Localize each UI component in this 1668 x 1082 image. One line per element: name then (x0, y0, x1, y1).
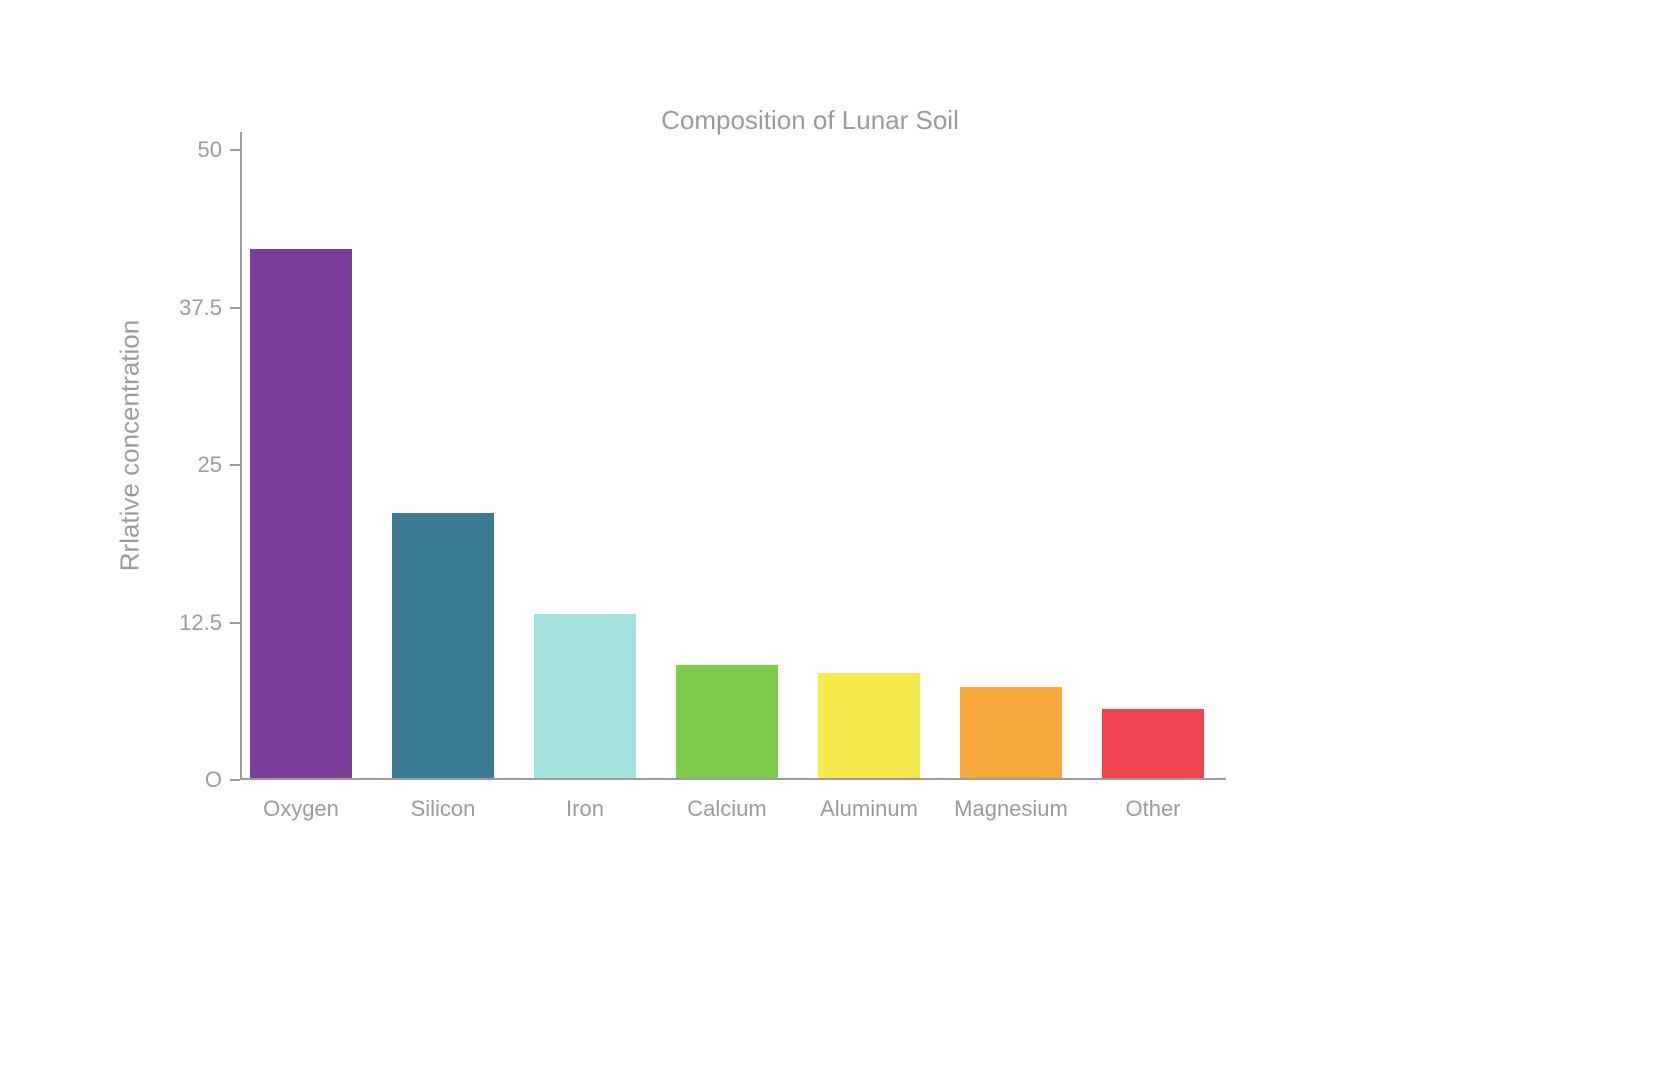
x-tick-label: Silicon (363, 796, 523, 822)
bar-magnesium (960, 687, 1062, 778)
bar-oxygen (250, 249, 352, 778)
bar-silicon (392, 513, 494, 778)
bar-iron (534, 614, 636, 778)
y-tick-mark (230, 779, 240, 781)
x-tick-label: Other (1073, 796, 1233, 822)
chart-title: Composition of Lunar Soil (560, 105, 1060, 136)
y-tick-mark (230, 149, 240, 151)
x-tick-label: Aluminum (789, 796, 949, 822)
y-tick-mark (230, 464, 240, 466)
plot-area: O12.52537.550OxygenSiliconIronCalciumAlu… (240, 150, 1220, 780)
x-tick-label: Iron (505, 796, 665, 822)
y-axis-line (240, 132, 242, 780)
bar-other (1102, 709, 1204, 778)
y-tick-mark (230, 307, 240, 309)
bar-aluminum (818, 673, 920, 778)
y-tick-label: O (205, 767, 222, 793)
y-tick-label: 25 (198, 452, 222, 478)
x-tick-label: Magnesium (931, 796, 1091, 822)
y-tick-label: 12.5 (179, 610, 222, 636)
y-axis-label: Rrlative concentration (115, 246, 146, 646)
bar-calcium (676, 665, 778, 778)
chart-container: Composition of Lunar Soil Rrlative conce… (0, 0, 1668, 1082)
y-tick-mark (230, 622, 240, 624)
y-tick-label: 37.5 (179, 295, 222, 321)
x-tick-label: Oxygen (221, 796, 381, 822)
x-tick-label: Calcium (647, 796, 807, 822)
y-tick-label: 50 (198, 137, 222, 163)
x-axis-line (240, 778, 1226, 780)
